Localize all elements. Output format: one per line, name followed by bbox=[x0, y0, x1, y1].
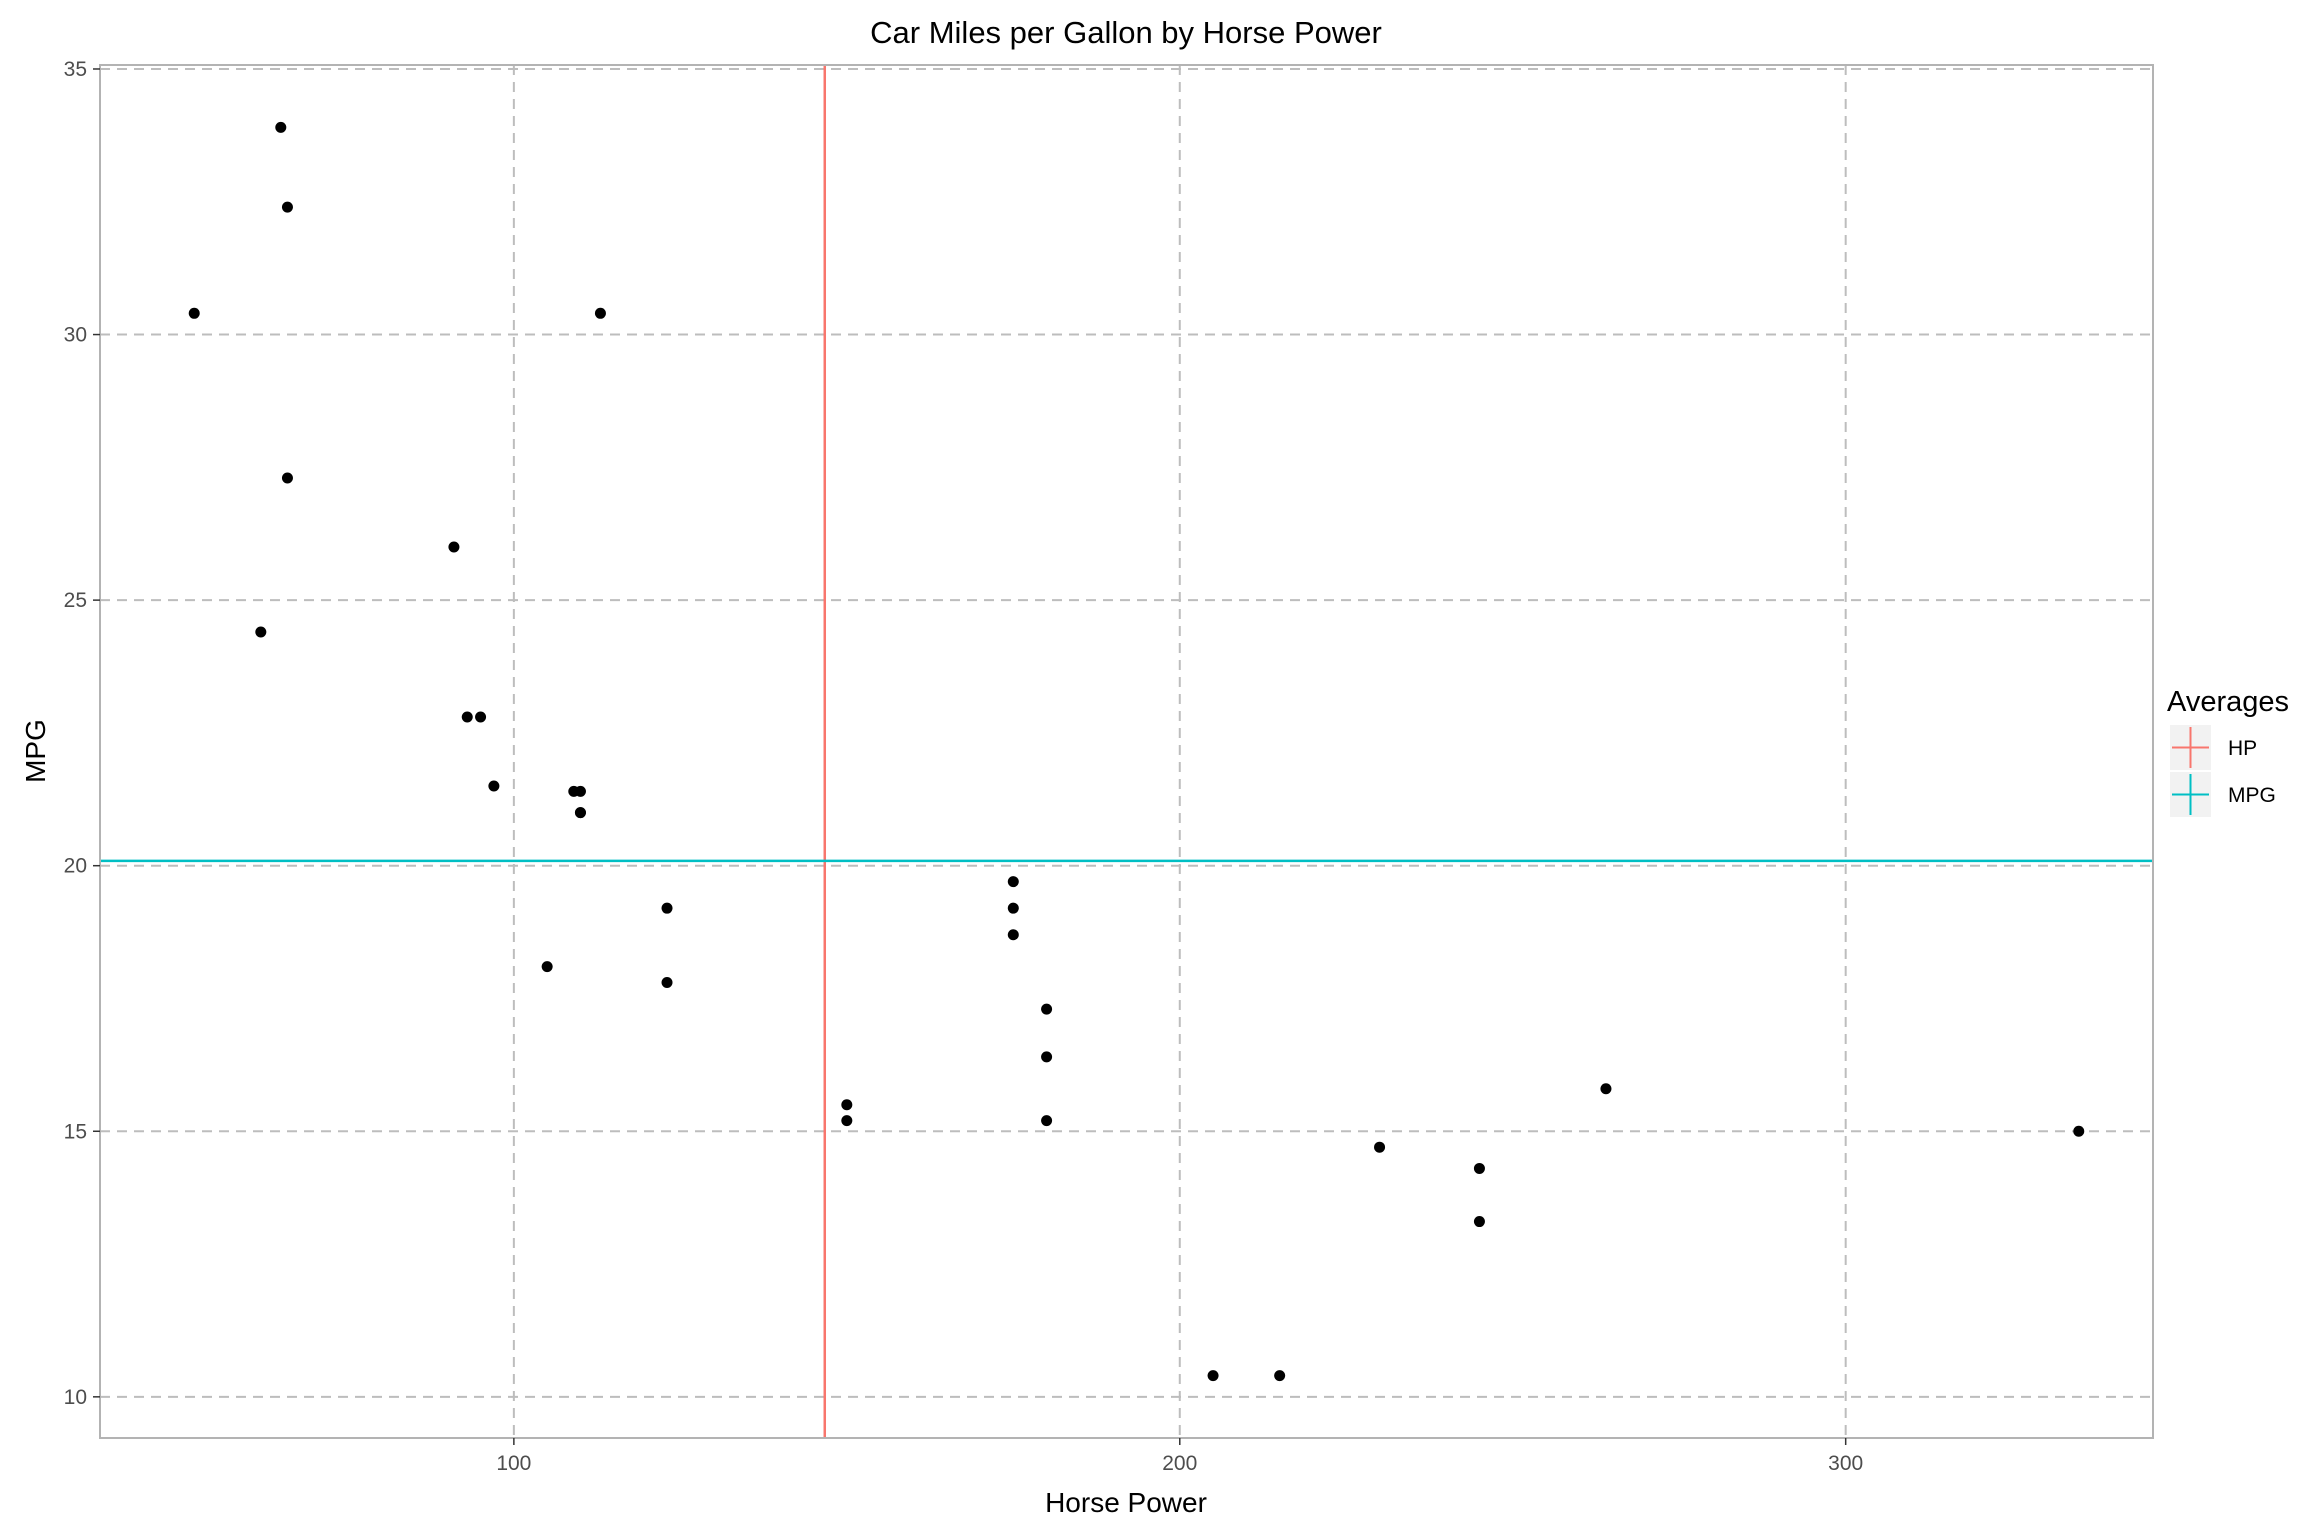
data-point-5 bbox=[541, 961, 553, 973]
data-point-6 bbox=[1473, 1162, 1485, 1174]
y-tick-label-15: 15 bbox=[64, 1120, 87, 1143]
data-point-10 bbox=[661, 977, 673, 989]
data-point-27 bbox=[594, 307, 606, 319]
x-tick-label-100: 100 bbox=[496, 1452, 531, 1475]
data-point-18 bbox=[188, 307, 200, 319]
data-point-2 bbox=[461, 711, 473, 723]
legend-entry-mpg-label: MPG bbox=[2228, 784, 2276, 807]
chart-title: Car Miles per Gallon by Horse Power bbox=[870, 15, 1382, 50]
y-tick-label-10: 10 bbox=[64, 1386, 87, 1409]
reference-lines bbox=[100, 65, 2153, 1438]
legend-entry-hp-label: HP bbox=[2228, 737, 2257, 760]
data-point-23 bbox=[1473, 1216, 1485, 1228]
data-point-26 bbox=[448, 541, 460, 553]
data-point-22 bbox=[841, 1115, 853, 1127]
data-point-31 bbox=[568, 785, 580, 797]
data-point-29 bbox=[1007, 876, 1019, 888]
data-point-1 bbox=[574, 807, 586, 819]
data-point-17 bbox=[281, 201, 293, 213]
data-point-20 bbox=[488, 780, 500, 792]
data-point-15 bbox=[1274, 1370, 1286, 1382]
data-point-25 bbox=[281, 472, 293, 484]
data-point-8 bbox=[475, 711, 487, 723]
data-point-19 bbox=[275, 121, 287, 133]
data-point-14 bbox=[1207, 1370, 1219, 1382]
legend: Averages HP MPG bbox=[2167, 686, 2289, 817]
legend-title: Averages bbox=[2167, 686, 2289, 718]
y-axis-title: MPG bbox=[20, 719, 51, 783]
x-axis-ticks: 100 200 300 bbox=[496, 1438, 1863, 1475]
x-tick-label-200: 200 bbox=[1162, 1452, 1197, 1475]
data-point-12 bbox=[1041, 1003, 1053, 1015]
legend-entries: HP MPG bbox=[2170, 725, 2276, 817]
plot-panel-border bbox=[99, 64, 2154, 1439]
x-tick-label-300: 300 bbox=[1828, 1452, 1863, 1475]
data-point-28 bbox=[1600, 1083, 1612, 1095]
y-tick-label-35: 35 bbox=[64, 58, 87, 81]
data-point-4 bbox=[1007, 929, 1019, 941]
y-tick-label-20: 20 bbox=[64, 855, 87, 878]
data-point-9 bbox=[661, 902, 673, 914]
y-tick-label-30: 30 bbox=[64, 324, 87, 347]
y-axis-ticks: 10 15 20 25 30 35 bbox=[64, 58, 100, 1409]
data-point-24 bbox=[1007, 902, 1019, 914]
data-points bbox=[188, 121, 2085, 1382]
grid-lines bbox=[100, 65, 2153, 1438]
data-point-11 bbox=[1041, 1051, 1053, 1063]
data-point-16 bbox=[1374, 1141, 1386, 1153]
x-axis-title: Horse Power bbox=[1045, 1487, 1207, 1518]
data-point-7 bbox=[255, 626, 267, 638]
data-point-13 bbox=[1041, 1115, 1053, 1127]
data-point-30 bbox=[2073, 1125, 2085, 1137]
y-tick-label-25: 25 bbox=[64, 589, 87, 612]
data-point-21 bbox=[841, 1099, 853, 1111]
legend-entry-mpg: MPG bbox=[2170, 772, 2276, 817]
legend-entry-hp: HP bbox=[2170, 725, 2257, 770]
